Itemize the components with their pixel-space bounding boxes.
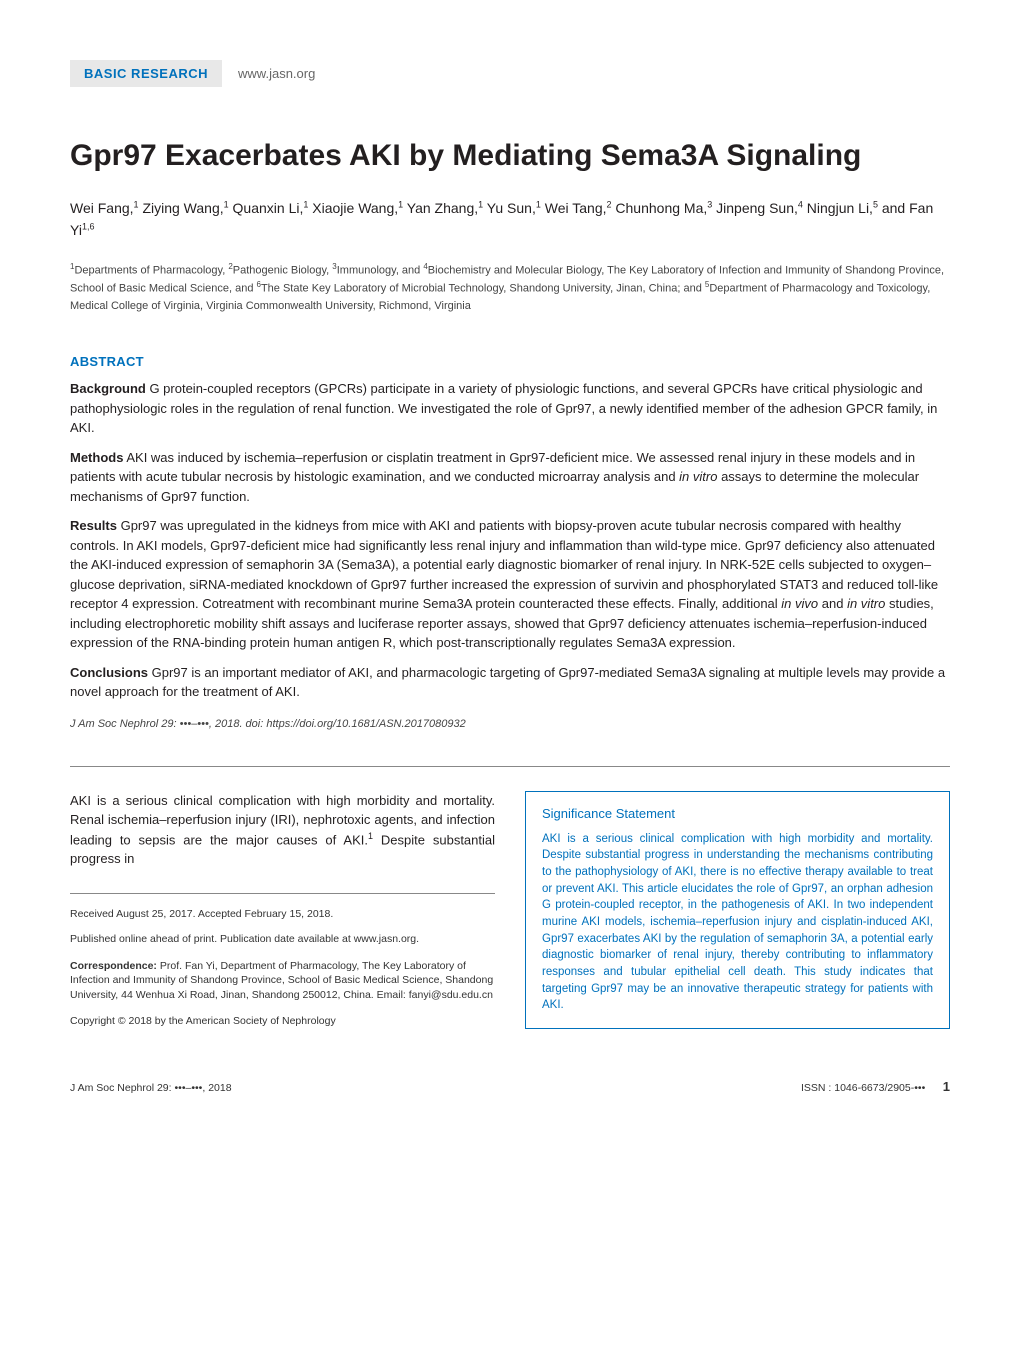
received-date: Received August 25, 2017. Accepted Febru…: [70, 908, 495, 920]
section-divider: [70, 766, 950, 767]
publication-note: Published online ahead of print. Publica…: [70, 932, 495, 947]
copyright: Copyright © 2018 by the American Society…: [70, 1015, 495, 1027]
header-bar: BASIC RESEARCH www.jasn.org: [70, 60, 950, 87]
significance-text: AKI is a serious clinical complication w…: [542, 831, 933, 1014]
abstract-heading: ABSTRACT: [70, 354, 950, 369]
correspondence: Correspondence: Prof. Fan Yi, Department…: [70, 959, 495, 1003]
page-footer: J Am Soc Nephrol 29: •••–•••, 2018 ISSN …: [70, 1079, 950, 1094]
article-title: Gpr97 Exacerbates AKI by Mediating Sema3…: [70, 137, 950, 175]
column-divider: [70, 893, 495, 894]
footer-issn: ISSN : 1046-6673/2905-•••: [801, 1082, 925, 1094]
significance-box: Significance Statement AKI is a serious …: [525, 791, 950, 1029]
left-column: AKI is a serious clinical complication w…: [70, 791, 495, 1027]
abstract-body: Background G protein-coupled receptors (…: [70, 379, 950, 702]
right-column: Significance Statement AKI is a serious …: [525, 791, 950, 1029]
citation: J Am Soc Nephrol 29: •••–•••, 2018. doi:…: [70, 718, 950, 730]
significance-heading: Significance Statement: [542, 806, 933, 821]
abstract-conclusions: Conclusions Gpr97 is an important mediat…: [70, 663, 950, 702]
authors-list: Wei Fang,1 Ziying Wang,1 Quanxin Li,1 Xi…: [70, 197, 950, 242]
intro-paragraph: AKI is a serious clinical complication w…: [70, 791, 495, 869]
affiliations: 1Departments of Pharmacology, 2Pathogeni…: [70, 261, 950, 314]
page-number: 1: [943, 1079, 950, 1094]
abstract-results: Results Gpr97 was upregulated in the kid…: [70, 516, 950, 653]
section-label: BASIC RESEARCH: [70, 60, 222, 87]
two-column-layout: AKI is a serious clinical complication w…: [70, 791, 950, 1029]
footer-left: J Am Soc Nephrol 29: •••–•••, 2018: [70, 1082, 232, 1094]
abstract-methods: Methods AKI was induced by ischemia–repe…: [70, 448, 950, 507]
abstract-background: Background G protein-coupled receptors (…: [70, 379, 950, 438]
journal-url: www.jasn.org: [238, 66, 315, 81]
